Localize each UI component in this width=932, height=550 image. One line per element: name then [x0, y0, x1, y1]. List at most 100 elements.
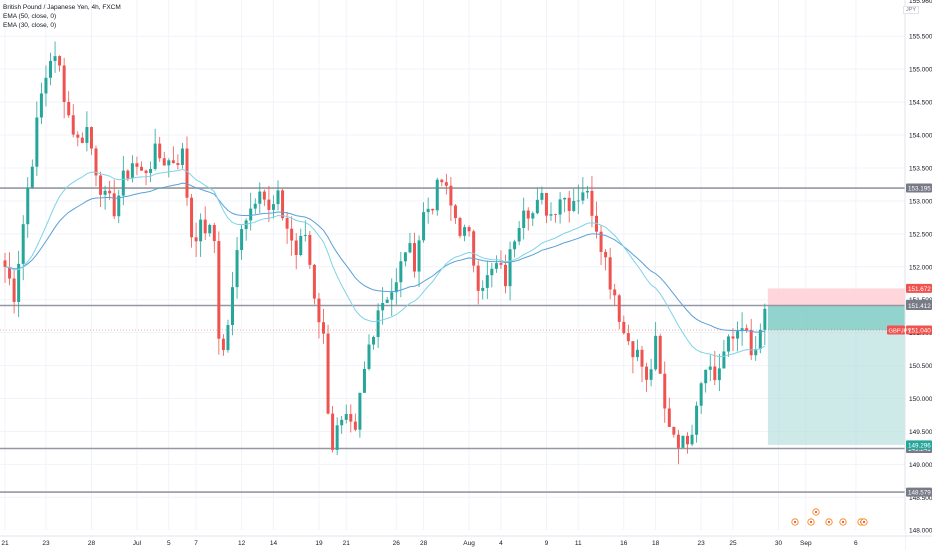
- candle-body: [422, 212, 426, 241]
- candle-body: [281, 190, 285, 219]
- candle-body: [686, 435, 689, 445]
- candle-body: [294, 240, 298, 256]
- price-tick-label: 150.000: [909, 396, 932, 403]
- price-tag-target[interactable]: [906, 440, 932, 450]
- candle-body: [144, 170, 148, 174]
- candle-body: [358, 392, 362, 430]
- legend-title: British Pound / Japanese Yen, 4h, FXCM: [3, 4, 121, 11]
- candle-body: [567, 197, 571, 211]
- candle-body: [331, 413, 335, 450]
- candle-body: [140, 166, 143, 171]
- candle-body: [99, 175, 103, 195]
- time-tick-label: 28: [420, 540, 428, 547]
- currency-badge: JPY: [903, 6, 920, 14]
- ema-50-line: [4, 182, 765, 333]
- candle-body: [490, 268, 494, 276]
- horizontal-levels[interactable]: [0, 187, 905, 493]
- candle-body: [376, 310, 380, 338]
- candle-body: [736, 331, 740, 339]
- candle-body: [444, 182, 448, 186]
- symbol-tag[interactable]: [887, 325, 905, 335]
- price-tick-label: 149.500: [909, 429, 932, 436]
- candle-body: [299, 235, 303, 256]
- candle-body: [149, 168, 153, 174]
- price-tick-label: 155.960: [909, 0, 932, 5]
- candle-body: [130, 163, 134, 179]
- profit-progress-zone[interactable]: [767, 305, 905, 330]
- time-tick-label: 16: [620, 540, 628, 547]
- candle-body: [367, 344, 371, 369]
- price-tick-label: 155.000: [909, 67, 932, 74]
- price-axis[interactable]: 148.000 148.500 149.000 149.500 150.000 150.5…: [887, 0, 932, 550]
- candle-body: [726, 336, 730, 352]
- price-tick-label: 148.000: [909, 528, 932, 535]
- candle-body: [526, 210, 530, 219]
- price-tag-stop[interactable]: [906, 283, 932, 293]
- candle-body: [563, 197, 567, 200]
- candle-body: [249, 208, 253, 221]
- candle-body: [49, 60, 52, 78]
- position-zones[interactable]: [767, 288, 905, 445]
- candle-body: [599, 231, 603, 252]
- event-markers[interactable]: [791, 508, 868, 526]
- price-tick-label: 149.000: [909, 462, 932, 469]
- candle-body: [513, 241, 517, 250]
- candle-body: [517, 228, 521, 242]
- candle-body: [667, 408, 671, 427]
- time-tick-label: 21: [1, 540, 9, 547]
- candle-body: [303, 234, 307, 236]
- candle-body: [30, 166, 34, 188]
- candle-body: [135, 163, 139, 167]
- candle-body: [62, 65, 66, 102]
- candle-body: [167, 160, 171, 166]
- candle-body: [544, 192, 548, 216]
- candle-body: [21, 224, 25, 264]
- candle-body: [590, 190, 594, 216]
- candle-body: [285, 218, 289, 229]
- candle-body: [221, 338, 225, 351]
- candle-body: [458, 218, 462, 236]
- time-axis[interactable]: 21 23 28 Jul 5 7 12 14 19 21 26 28 Aug 4 9 11 16 18 23 25 30…: [0, 530, 932, 550]
- candle-body: [403, 252, 407, 262]
- price-tag-label: 149.296: [908, 442, 931, 449]
- time-axis-background: [0, 530, 905, 550]
- candle-body: [417, 240, 421, 272]
- time-tick-label: 7: [194, 540, 198, 547]
- candle-body: [635, 349, 639, 358]
- candle-body: [8, 266, 12, 279]
- symbol-tag-label: GBPJPY: [889, 329, 912, 335]
- candle-body: [185, 148, 189, 198]
- price-tag-level[interactable]: [906, 487, 932, 497]
- price-tag-label: 149.241: [908, 446, 931, 453]
- stop-loss-zone[interactable]: [767, 288, 905, 306]
- candle-body: [431, 208, 435, 211]
- candle-body: [608, 257, 612, 290]
- candle-body: [394, 282, 398, 293]
- candle-body: [540, 192, 544, 200]
- price-tag-level[interactable]: [906, 300, 932, 310]
- price-tag-current[interactable]: [906, 325, 932, 335]
- candle-body: [476, 265, 480, 291]
- time-tick-label: 23: [42, 540, 50, 547]
- candle-body: [645, 366, 649, 380]
- candle-body: [217, 241, 221, 339]
- candle-body: [290, 228, 294, 241]
- time-tick-label: 19: [315, 540, 323, 547]
- candle-body: [58, 56, 62, 66]
- time-tick-label: 25: [729, 540, 737, 547]
- candle-body: [76, 134, 80, 138]
- candle-body: [385, 299, 389, 303]
- time-tick-label: 21: [343, 540, 351, 547]
- candle-body: [372, 337, 376, 345]
- candle-body: [731, 336, 735, 339]
- candle-body: [572, 200, 576, 211]
- candle-body: [117, 195, 121, 217]
- candle-body: [326, 333, 330, 414]
- price-tag-level[interactable]: [906, 183, 932, 193]
- candle-body: [194, 237, 198, 242]
- candle-body: [467, 227, 471, 232]
- legend-ema-50: EMA (50, close, 0): [3, 13, 57, 20]
- take-profit-zone[interactable]: [767, 330, 905, 445]
- candle-body: [212, 224, 216, 242]
